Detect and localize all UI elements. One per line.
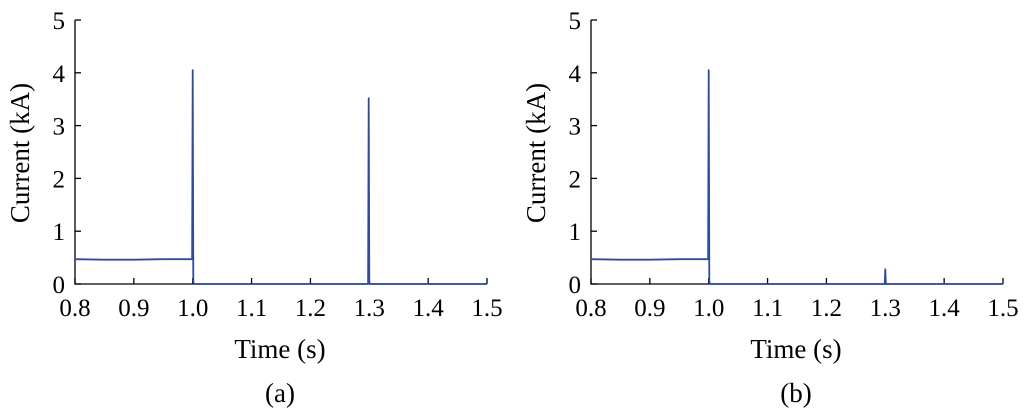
y-tick-label: 3 bbox=[53, 114, 66, 141]
y-axis-title: Current (kA) bbox=[5, 83, 35, 223]
x-tick-label: 0.8 bbox=[575, 295, 606, 322]
y-tick-label: 5 bbox=[569, 8, 582, 35]
x-axis-title: Time (s) bbox=[234, 334, 325, 364]
x-tick-label: 1.4 bbox=[929, 295, 961, 322]
x-tick-label: 1.5 bbox=[987, 295, 1018, 322]
y-tick-label: 2 bbox=[569, 166, 582, 193]
x-tick-label: 1.3 bbox=[870, 295, 901, 322]
y-tick-label: 2 bbox=[53, 166, 66, 193]
x-tick-label: 1.3 bbox=[354, 295, 385, 322]
x-tick-label: 1.1 bbox=[752, 295, 783, 322]
x-tick-label: 1.1 bbox=[236, 295, 267, 322]
x-tick-label: 1.0 bbox=[693, 295, 724, 322]
x-tick-label: 1.5 bbox=[471, 295, 502, 322]
x-tick-label: 1.0 bbox=[177, 295, 208, 322]
axis-lines bbox=[590, 20, 1003, 285]
y-tick-label: 0 bbox=[53, 272, 66, 299]
y-tick-label: 1 bbox=[569, 219, 582, 246]
x-tick-label: 0.8 bbox=[59, 295, 90, 322]
x-tick-label: 0.9 bbox=[634, 295, 665, 322]
panel-label: (a) bbox=[265, 378, 295, 408]
x-tick-label: 1.2 bbox=[295, 295, 326, 322]
axis-lines bbox=[74, 20, 487, 285]
y-tick-label: 5 bbox=[53, 8, 66, 35]
x-axis-title: Time (s) bbox=[750, 334, 841, 364]
y-tick-label: 0 bbox=[569, 272, 582, 299]
chart-panel-a: (a) Time (s) Current (kA) 0.8 0.9 1.0 1.1 1.… bbox=[5, 8, 503, 408]
y-tick-label: 4 bbox=[53, 61, 66, 88]
y-tick-label: 4 bbox=[569, 61, 582, 88]
x-tick-label: 1.2 bbox=[811, 295, 842, 322]
x-tick-label: 0.9 bbox=[118, 295, 149, 322]
series-line bbox=[74, 69, 487, 285]
chart-panel-b: (b) Time (s) Current (kA) 0.8 0.9 1.0 1.1 1.… bbox=[521, 8, 1019, 408]
y-tick-label: 3 bbox=[569, 114, 582, 141]
panel-label: (b) bbox=[780, 378, 811, 408]
series-line bbox=[590, 69, 1003, 285]
y-axis-title: Current (kA) bbox=[521, 83, 551, 223]
x-tick-label: 1.4 bbox=[413, 295, 445, 322]
y-tick-label: 1 bbox=[53, 219, 66, 246]
